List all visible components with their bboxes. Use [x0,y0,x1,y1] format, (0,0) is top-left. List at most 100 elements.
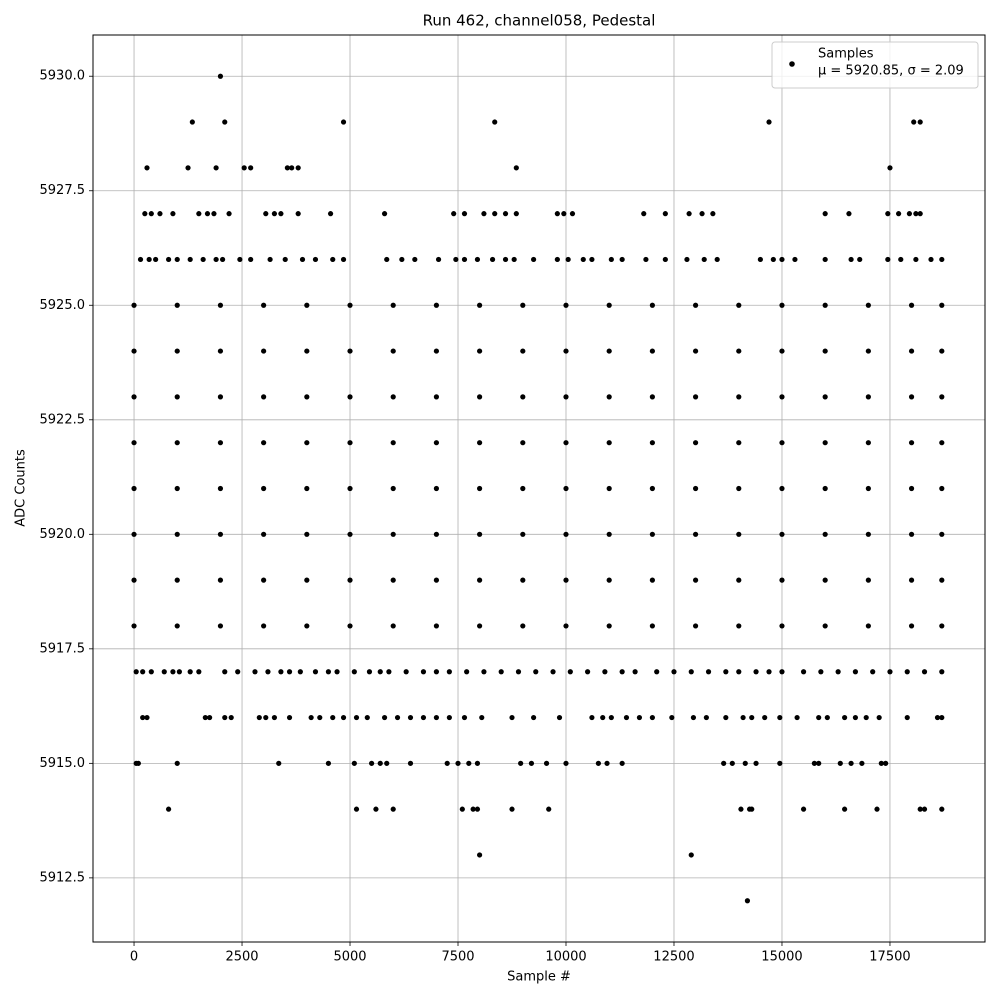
x-axis-label: Sample # [507,970,571,985]
point [351,760,357,766]
point [252,669,258,675]
point [543,760,550,766]
point [453,256,459,263]
point [688,852,694,858]
point [563,302,569,308]
point [479,714,485,721]
point [863,714,869,721]
point [662,211,668,217]
point [446,669,452,675]
point [327,211,334,217]
point [779,669,785,675]
point [563,348,569,354]
point [692,302,699,308]
x-tick-label: 12500 [653,950,694,965]
point [934,714,941,721]
point [822,394,828,400]
point [477,531,483,537]
point [286,669,293,675]
point [157,211,163,217]
point [492,211,498,217]
point [174,577,180,583]
point [142,211,148,217]
point [295,211,301,217]
point [729,760,735,766]
y-tick-label: 5917.5 [40,641,86,656]
point [649,485,655,492]
point [753,669,759,675]
point [474,256,481,263]
point [749,714,755,721]
point [878,760,884,766]
point [299,256,306,263]
point [779,348,785,354]
point [794,714,800,721]
point [433,348,440,354]
point [556,714,563,721]
point [390,485,396,492]
point [489,256,496,263]
point [885,256,891,263]
point [865,440,871,446]
point [420,714,427,721]
point [461,211,468,217]
point [688,669,694,675]
point [276,760,282,766]
point [170,669,176,675]
point [267,256,273,263]
point [286,714,293,721]
point [779,577,785,583]
point [723,714,729,721]
point [347,394,353,400]
point [369,760,375,766]
legend-annotation: μ = 5920.85, σ = 2.09 [818,64,964,79]
point [271,211,278,217]
point [671,669,677,675]
point [312,669,319,675]
point [939,623,945,629]
point [263,714,269,721]
point [906,211,913,217]
point [744,898,751,904]
point [561,211,567,217]
point [736,348,742,354]
point [520,348,526,354]
point [261,348,267,354]
point [777,714,783,721]
point [528,760,535,766]
point [604,760,610,766]
point [865,531,871,537]
x-tick-label: 15000 [761,950,802,965]
point [513,211,519,217]
x-tick-label: 5000 [333,950,366,965]
point [153,256,159,263]
point [265,669,271,675]
point [580,256,586,263]
point [200,256,206,263]
point [213,165,219,171]
point [502,211,509,217]
point [477,485,483,492]
point [908,485,915,492]
point [174,485,180,492]
point [563,394,569,400]
point [518,760,524,766]
point [563,760,569,766]
point [459,806,465,812]
point [477,623,483,629]
point [513,165,519,171]
y-tick-label: 5912.5 [40,870,86,885]
point [131,577,137,583]
point [477,440,483,446]
points [131,73,945,904]
point [533,669,539,675]
point [381,211,388,217]
point [632,669,638,675]
point [351,669,357,675]
x-tick-label: 7500 [441,950,474,965]
point [133,669,139,675]
point [511,256,517,263]
point [196,669,202,675]
point [202,714,208,721]
